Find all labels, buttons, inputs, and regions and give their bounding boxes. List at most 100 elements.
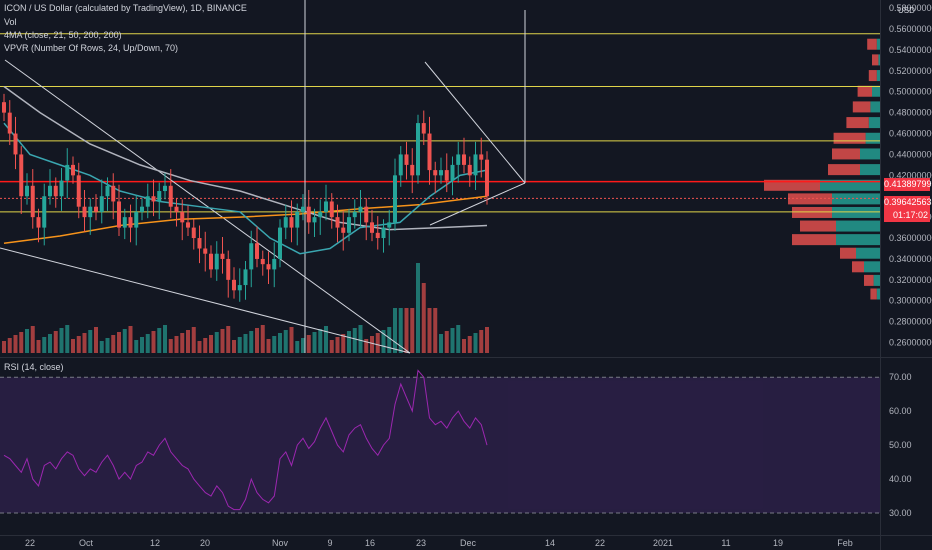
candle-body (117, 201, 121, 228)
candle-body (7, 112, 12, 134)
countdown-tag: 01:17:02 (884, 209, 930, 222)
rsi-tick-label: 60.00 (889, 406, 912, 416)
volume-bar (278, 333, 282, 353)
volume-bar (180, 333, 185, 353)
vpvr-down-row (872, 54, 879, 66)
time-tick-label: Oct (79, 538, 94, 548)
candle-body (278, 227, 282, 259)
volume-bar (243, 334, 248, 353)
trend-line-down (4, 59, 411, 354)
volume-bars (2, 263, 489, 353)
candle-body (197, 238, 202, 249)
volume-bar (255, 328, 259, 353)
volume-bar (111, 335, 116, 353)
time-tick-label: Feb (837, 538, 853, 548)
candle-body (467, 164, 472, 176)
candle-body (105, 185, 110, 197)
volume-bar (462, 339, 466, 353)
volume-bar (226, 326, 231, 353)
candle-body (255, 243, 259, 259)
candle-body (444, 170, 449, 181)
volume-bar (163, 325, 167, 353)
candle-body (128, 217, 133, 228)
vpvr-up-row (860, 148, 880, 160)
volume-bar (88, 330, 93, 353)
vpvr-up-row (876, 288, 880, 300)
volume-bar (289, 327, 294, 353)
volume-bar (7, 338, 12, 353)
candle-body (36, 217, 41, 228)
price-tick-label: 0.28000000 (889, 317, 932, 327)
price-tag-2: 0.39642563 (884, 196, 932, 209)
vpvr-down-row (852, 261, 864, 273)
candle-body (450, 164, 455, 181)
vpvr-down-row (870, 288, 877, 300)
candle-body (393, 175, 397, 223)
volume-bar (157, 328, 162, 353)
price-tick-label: 0.42000000 (889, 170, 932, 180)
volume-profile (764, 38, 880, 300)
candle-body (335, 217, 340, 228)
candle-body (88, 206, 93, 218)
volume-bar (13, 335, 18, 353)
volume-bar (237, 337, 242, 353)
candle-body (479, 154, 484, 160)
candle-body (232, 279, 236, 291)
ma-200-line (3, 195, 488, 245)
volume-bar (203, 338, 208, 353)
vpvr-down-row (788, 193, 832, 205)
trend-lines (0, 0, 880, 354)
candle-body (485, 159, 489, 197)
candle-body (145, 196, 150, 207)
volume-bar (324, 326, 328, 353)
candle-body (295, 211, 300, 228)
volume-bar (393, 308, 397, 353)
candle-body (312, 217, 317, 223)
currency-label: USD (898, 6, 915, 15)
candle-body (266, 264, 271, 270)
vpvr-down-row (792, 234, 836, 246)
candle-body (209, 253, 213, 270)
candle-body (76, 175, 81, 207)
volume-bar (94, 327, 98, 353)
candle-body (220, 253, 225, 259)
volume-bar (82, 333, 87, 353)
vpvr-up-row (864, 261, 880, 273)
candle-body (122, 217, 127, 228)
candle-body (381, 227, 386, 239)
candle-body (163, 185, 167, 192)
volume-bar (214, 332, 219, 353)
time-tick-label: 22 (595, 538, 605, 548)
volume-bar (479, 330, 484, 353)
price-tick-label: 0.26000000 (889, 338, 932, 348)
time-tick-label: 22 (25, 538, 35, 548)
time-tick-label: 14 (545, 538, 555, 548)
price-tick-label: 0.46000000 (889, 129, 932, 139)
time-tick-label: 11 (721, 538, 730, 548)
candle-body (59, 180, 64, 197)
rsi-line (3, 369, 488, 511)
rsi-legend: RSI (14, close) (4, 362, 64, 372)
volume-bar (168, 339, 173, 353)
volume-bar (473, 333, 478, 353)
volume-bar (335, 337, 340, 353)
volume-bar (439, 334, 443, 353)
volume-bar (347, 331, 351, 353)
vpvr-down-row (840, 247, 856, 259)
volume-bar (370, 336, 374, 353)
time-tick-label: 16 (365, 538, 375, 548)
ma-50-line (3, 85, 488, 231)
vpvr-up-row (878, 54, 880, 66)
volume-bar (450, 328, 455, 353)
rsi-tick-label: 30.00 (889, 508, 912, 518)
time-axis-divider (0, 535, 932, 536)
candle-body (427, 133, 432, 171)
price-tick-label: 0.36000000 (889, 233, 932, 243)
vpvr-up-row (870, 101, 880, 113)
candlesticks (2, 93, 489, 302)
volume-bar (25, 329, 29, 353)
price-tick-label: 0.44000000 (889, 149, 932, 159)
vpvr-up-row (836, 234, 880, 246)
